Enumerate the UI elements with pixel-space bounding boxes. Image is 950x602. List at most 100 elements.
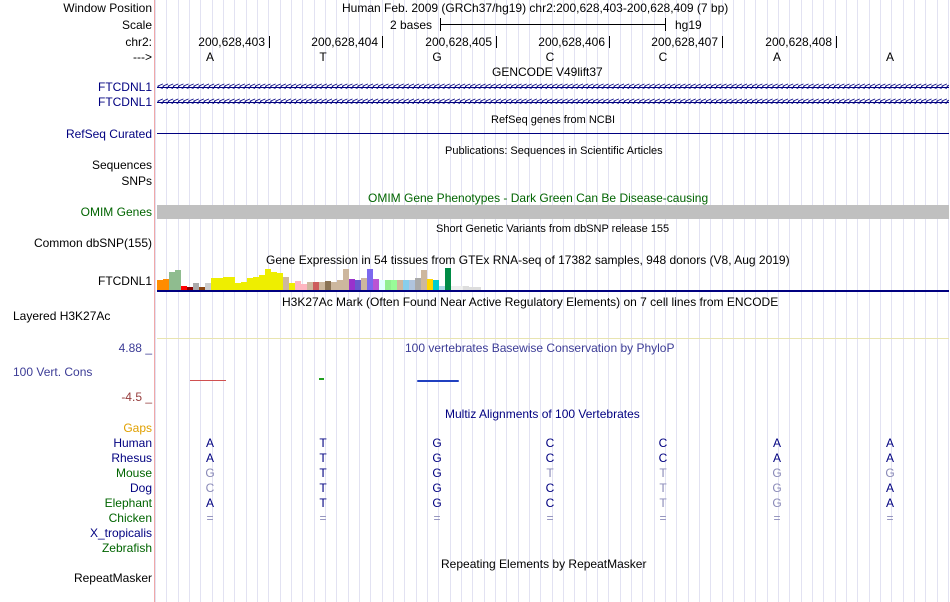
gtex-tissue-bar[interactable] bbox=[445, 268, 451, 290]
gtex-tissue-bar[interactable] bbox=[331, 282, 337, 290]
gencode-item-label-2[interactable]: FTCDNL1 bbox=[97, 95, 152, 109]
species-label-rhesus[interactable]: Rhesus bbox=[111, 451, 152, 465]
refseq-label[interactable]: RefSeq Curated bbox=[65, 127, 152, 141]
species-label-human[interactable]: Human bbox=[113, 436, 152, 450]
gtex-tissue-bar[interactable] bbox=[421, 270, 427, 290]
grid-line bbox=[948, 0, 949, 602]
gtex-tissue-bar[interactable] bbox=[163, 279, 169, 290]
gtex-tissue-bar[interactable] bbox=[373, 279, 379, 290]
phylop-bar-1 bbox=[190, 380, 226, 381]
gtex-tissue-bar[interactable] bbox=[295, 281, 301, 290]
grid-line bbox=[246, 0, 247, 602]
gtex-tissue-bar[interactable] bbox=[247, 278, 253, 290]
gtex-tissue-bar[interactable] bbox=[367, 269, 373, 290]
gtex-tissue-bar[interactable] bbox=[319, 282, 325, 290]
gtex-tissue-bar[interactable] bbox=[451, 286, 457, 290]
gtex-tissue-bar[interactable] bbox=[475, 287, 481, 290]
gencode-gene-2[interactable]: <<<<<<<<<<<<<<<<<<<<<<<<<<<<<<<<<<<<<<<<… bbox=[157, 98, 949, 107]
gtex-tissue-bar[interactable] bbox=[355, 280, 361, 290]
gtex-tissue-bar[interactable] bbox=[343, 269, 349, 290]
gtex-tissue-bar[interactable] bbox=[259, 275, 265, 290]
gtex-tissue-bar[interactable] bbox=[241, 282, 247, 290]
gtex-tissue-bar[interactable] bbox=[301, 284, 307, 290]
gtex-tissue-bar[interactable] bbox=[403, 280, 409, 290]
gtex-tissue-bar[interactable] bbox=[313, 282, 319, 290]
gtex-tissue-bar[interactable] bbox=[397, 280, 403, 290]
alignment-base: T bbox=[659, 481, 667, 495]
gtex-tissue-bar[interactable] bbox=[433, 280, 439, 290]
gtex-tissue-bar[interactable] bbox=[463, 286, 469, 290]
gtex-tissue-bar[interactable] bbox=[427, 279, 433, 290]
dbsnp-track-title[interactable]: Short Genetic Variants from dbSNP releas… bbox=[436, 223, 670, 235]
gtex-tissue-bar[interactable] bbox=[271, 272, 277, 290]
dbsnp-label[interactable]: Common dbSNP(155) bbox=[33, 236, 152, 250]
conservation-label[interactable]: 100 Vert. Cons bbox=[13, 365, 93, 379]
species-label-zebrafish[interactable]: Zebrafish bbox=[101, 541, 152, 555]
gtex-bar-chart[interactable] bbox=[157, 267, 949, 290]
gencode-gene-1[interactable]: <<<<<<<<<<<<<<<<<<<<<<<<<<<<<<<<<<<<<<<<… bbox=[157, 83, 949, 92]
gtex-tissue-bar[interactable] bbox=[157, 280, 163, 290]
alignment-base: A bbox=[772, 451, 781, 465]
gtex-tissue-bar[interactable] bbox=[457, 286, 463, 290]
gtex-tissue-bar[interactable] bbox=[229, 277, 235, 290]
multiz-track-title[interactable]: Multiz Alignments of 100 Vertebrates bbox=[445, 407, 640, 421]
omim-phenotype-bar[interactable] bbox=[157, 205, 949, 219]
phylop-bar-2 bbox=[319, 378, 324, 380]
species-label-x_tropicalis[interactable]: X_tropicalis bbox=[89, 526, 152, 540]
grid-line bbox=[291, 0, 292, 602]
publications-label[interactable]: Sequences bbox=[91, 158, 152, 172]
gtex-tissue-bar[interactable] bbox=[349, 279, 355, 290]
gtex-tissue-bar[interactable] bbox=[361, 278, 367, 290]
gtex-tissue-bar[interactable] bbox=[385, 280, 391, 290]
alignment-base: G bbox=[772, 466, 782, 480]
gtex-tissue-bar[interactable] bbox=[379, 280, 385, 290]
refseq-track-title[interactable]: RefSeq genes from NCBI bbox=[491, 114, 616, 126]
gtex-tissue-bar[interactable] bbox=[439, 286, 445, 290]
gtex-tissue-bar[interactable] bbox=[223, 277, 229, 290]
gencode-track-title[interactable]: GENCODE V49lift37 bbox=[492, 65, 603, 79]
gtex-tissue-bar[interactable] bbox=[289, 283, 295, 290]
gtex-tissue-bar[interactable] bbox=[211, 278, 217, 290]
grid-line bbox=[461, 0, 462, 602]
h3k27ac-track-title[interactable]: H3K27Ac Mark (Often Found Near Active Re… bbox=[282, 295, 779, 309]
gencode-item-label-1[interactable]: FTCDNL1 bbox=[97, 80, 152, 94]
gtex-tissue-bar[interactable] bbox=[217, 278, 223, 290]
gtex-tissue-bar[interactable] bbox=[391, 280, 397, 290]
gtex-tissue-bar[interactable] bbox=[409, 280, 415, 290]
gtex-tissue-bar[interactable] bbox=[175, 270, 181, 290]
omim-track-title[interactable]: OMIM Gene Phenotypes - Dark Green Can Be… bbox=[368, 191, 709, 205]
species-label-mouse[interactable]: Mouse bbox=[115, 466, 152, 480]
gtex-tissue-bar[interactable] bbox=[469, 287, 475, 290]
gtex-tissue-bar[interactable] bbox=[169, 272, 175, 290]
publications-track-title[interactable]: Publications: Sequences in Scientific Ar… bbox=[445, 145, 663, 157]
gtex-tissue-bar[interactable] bbox=[307, 282, 313, 290]
alignment-base: G bbox=[885, 466, 895, 480]
gtex-tissue-bar[interactable] bbox=[337, 280, 343, 290]
gtex-tissue-bar[interactable] bbox=[253, 277, 259, 290]
repeatmasker-track-title[interactable]: Repeating Elements by RepeatMasker bbox=[441, 557, 647, 571]
gtex-tissue-bar[interactable] bbox=[325, 281, 331, 290]
scale-label: Scale bbox=[121, 18, 152, 32]
gtex-tissue-bar[interactable] bbox=[187, 287, 193, 290]
gtex-tissue-bar[interactable] bbox=[193, 283, 199, 290]
species-label-dog[interactable]: Dog bbox=[129, 481, 152, 495]
refseq-gene-line[interactable] bbox=[157, 133, 949, 134]
gtex-tissue-bar[interactable] bbox=[205, 283, 211, 290]
gtex-gene-label[interactable]: FTCDNL1 bbox=[97, 274, 152, 288]
gtex-tissue-bar[interactable] bbox=[181, 286, 187, 290]
gtex-tissue-bar[interactable] bbox=[415, 278, 421, 290]
species-label-chicken[interactable]: Chicken bbox=[108, 511, 152, 525]
gtex-tissue-bar[interactable] bbox=[283, 277, 289, 290]
gtex-tissue-bar[interactable] bbox=[235, 283, 241, 290]
gtex-track-title[interactable]: Gene Expression in 54 tissues from GTEx … bbox=[266, 253, 790, 267]
conservation-min-label: -4.5 _ bbox=[121, 390, 152, 404]
repeatmasker-label[interactable]: RepeatMasker bbox=[73, 571, 152, 585]
species-label-elephant[interactable]: Elephant bbox=[104, 496, 152, 510]
omim-label[interactable]: OMIM Genes bbox=[80, 205, 152, 219]
gtex-tissue-bar[interactable] bbox=[265, 269, 271, 290]
gtex-tissue-bar[interactable] bbox=[199, 287, 205, 290]
snps-label[interactable]: SNPs bbox=[121, 174, 152, 188]
h3k27ac-label[interactable]: Layered H3K27Ac bbox=[13, 309, 111, 323]
conservation-track-title[interactable]: 100 vertebrates Basewise Conservation by… bbox=[405, 341, 675, 355]
gtex-tissue-bar[interactable] bbox=[277, 273, 283, 290]
